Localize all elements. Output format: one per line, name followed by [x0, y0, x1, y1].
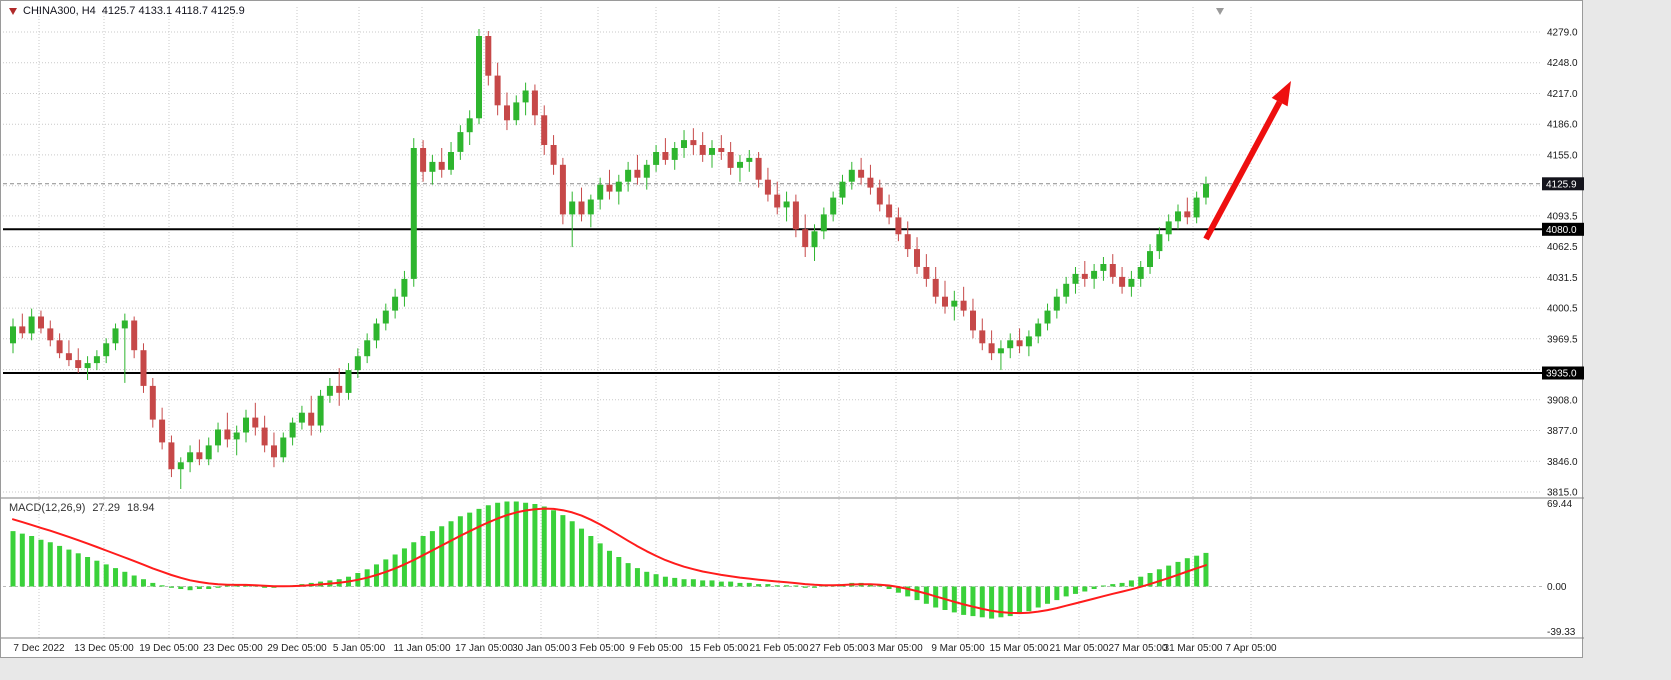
svg-text:21 Mar 05:00: 21 Mar 05:00	[1050, 643, 1109, 654]
macd-signal-line	[12, 507, 1207, 615]
price-badges: 4125.9 4080.0 3935.0	[1542, 177, 1584, 380]
svg-text:3877.0: 3877.0	[1547, 426, 1578, 437]
svg-text:30 Jan 05:00: 30 Jan 05:00	[512, 643, 570, 654]
svg-text:0.00: 0.00	[1547, 582, 1567, 593]
svg-text:3908.0: 3908.0	[1547, 395, 1578, 406]
support-resistance-lines[interactable]	[3, 228, 1542, 375]
trend-arrow[interactable]	[1203, 81, 1291, 241]
chart-frame: 4279.0 4248.0 4217.0 4186.0 4155.0 4093.5 4062…	[0, 0, 1584, 659]
svg-text:15 Feb 05:00: 15 Feb 05:00	[690, 643, 749, 654]
macd-name: MACD(12,26,9)	[9, 502, 86, 514]
svg-text:3815.0: 3815.0	[1547, 488, 1578, 499]
svg-text:4000.5: 4000.5	[1547, 304, 1578, 315]
svg-text:4248.0: 4248.0	[1547, 58, 1578, 69]
ohlc-values: 4125.7 4133.1 4118.7 4125.9	[101, 5, 245, 17]
grid-lines	[3, 7, 1542, 638]
symbol-timeframe-label: CHINA300, H4	[23, 5, 96, 17]
svg-text:4217.0: 4217.0	[1547, 89, 1578, 100]
svg-text:11 Jan 05:00: 11 Jan 05:00	[393, 643, 451, 654]
svg-text:7 Apr 05:00: 7 Apr 05:00	[1225, 643, 1277, 654]
svg-text:9 Feb 05:00: 9 Feb 05:00	[629, 643, 683, 654]
svg-text:4155.0: 4155.0	[1547, 150, 1578, 161]
svg-text:23 Dec 05:00: 23 Dec 05:00	[203, 643, 263, 654]
svg-text:13 Dec 05:00: 13 Dec 05:00	[74, 643, 134, 654]
svg-text:69.44: 69.44	[1547, 499, 1572, 510]
time-axis[interactable]: 7 Dec 2022 13 Dec 05:00 19 Dec 05:00 23 Dec…	[13, 643, 1277, 654]
svg-text:4279.0: 4279.0	[1547, 28, 1578, 39]
svg-text:4031.5: 4031.5	[1547, 273, 1578, 284]
svg-text:15 Mar 05:00: 15 Mar 05:00	[990, 643, 1049, 654]
svg-text:4080.0: 4080.0	[1546, 225, 1577, 236]
svg-text:27 Mar 05:00: 27 Mar 05:00	[1109, 643, 1168, 654]
svg-text:17 Jan 05:00: 17 Jan 05:00	[455, 643, 513, 654]
svg-text:5 Jan 05:00: 5 Jan 05:00	[333, 643, 386, 654]
price-axis[interactable]: 4279.0 4248.0 4217.0 4186.0 4155.0 4093.5 4062…	[1547, 28, 1578, 639]
candlestick-series	[10, 29, 1209, 489]
svg-text:3 Feb 05:00: 3 Feb 05:00	[571, 643, 625, 654]
macd-indicator-label: MACD(12,26,9) 27.29 18.94	[9, 502, 154, 514]
chart-shift-marker-icon[interactable]	[1216, 8, 1224, 15]
svg-text:19 Dec 05:00: 19 Dec 05:00	[139, 643, 199, 654]
svg-text:-39.33: -39.33	[1547, 627, 1576, 638]
svg-text:21 Feb 05:00: 21 Feb 05:00	[750, 643, 809, 654]
panel-separators	[1, 497, 1584, 639]
svg-text:3935.0: 3935.0	[1546, 369, 1577, 380]
symbol-ohlc-header: CHINA300, H4 4125.7 4133.1 4118.7 4125.9	[9, 5, 245, 17]
svg-text:4062.5: 4062.5	[1547, 242, 1578, 253]
macd-histogram	[10, 501, 1209, 619]
svg-text:4125.9: 4125.9	[1546, 179, 1577, 190]
svg-text:4093.5: 4093.5	[1547, 211, 1578, 222]
svg-text:4186.0: 4186.0	[1547, 120, 1578, 131]
svg-text:27 Feb 05:00: 27 Feb 05:00	[810, 643, 869, 654]
chart-canvas[interactable]: 4279.0 4248.0 4217.0 4186.0 4155.0 4093.5 4062…	[1, 1, 1584, 659]
macd-main-value: 27.29	[92, 502, 120, 514]
svg-text:3969.5: 3969.5	[1547, 334, 1578, 345]
svg-text:31 Mar 05:00: 31 Mar 05:00	[1164, 643, 1223, 654]
svg-text:29 Dec 05:00: 29 Dec 05:00	[267, 643, 327, 654]
svg-text:3846.0: 3846.0	[1547, 457, 1578, 468]
svg-text:3 Mar 05:00: 3 Mar 05:00	[869, 643, 923, 654]
svg-text:9 Mar 05:00: 9 Mar 05:00	[931, 643, 985, 654]
macd-signal-value: 18.94	[126, 502, 155, 514]
svg-text:7 Dec 2022: 7 Dec 2022	[13, 643, 65, 654]
symbol-dropdown-icon[interactable]	[9, 7, 17, 15]
